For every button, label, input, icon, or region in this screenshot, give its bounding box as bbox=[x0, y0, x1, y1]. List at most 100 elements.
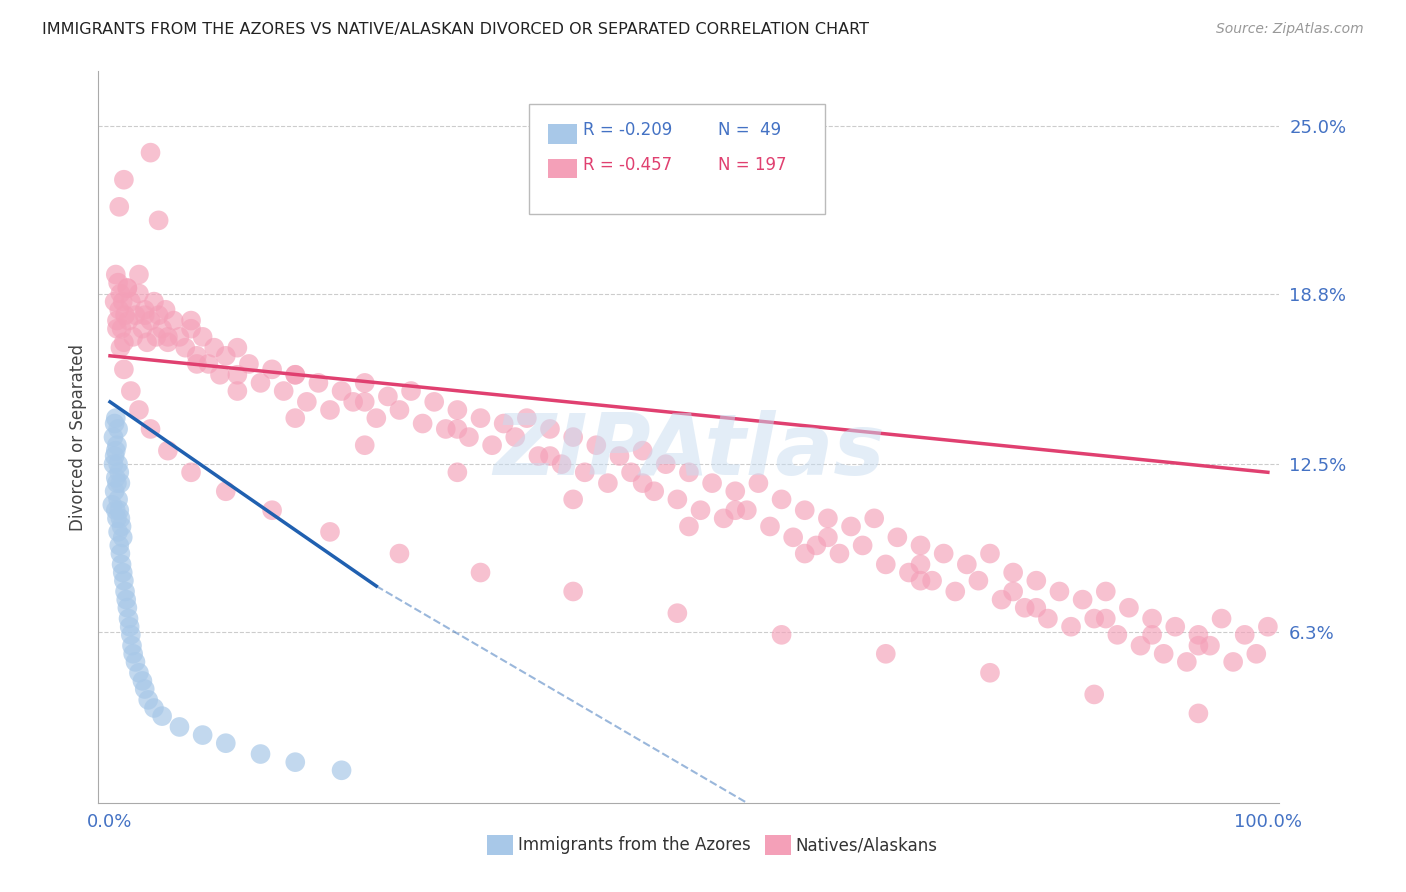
Point bbox=[191, 728, 214, 742]
Point bbox=[1246, 647, 1268, 661]
Point bbox=[156, 335, 179, 350]
Point bbox=[1094, 584, 1116, 599]
Point bbox=[262, 362, 284, 376]
Point bbox=[828, 547, 851, 561]
Point bbox=[875, 647, 897, 661]
Point bbox=[128, 403, 150, 417]
Point bbox=[1049, 584, 1071, 599]
Point bbox=[689, 503, 711, 517]
Point bbox=[105, 322, 128, 336]
Point bbox=[131, 322, 153, 336]
Point bbox=[110, 341, 132, 355]
Point bbox=[1083, 611, 1105, 625]
Point bbox=[148, 308, 170, 322]
Point bbox=[121, 639, 143, 653]
Point bbox=[105, 438, 128, 452]
Point bbox=[128, 286, 150, 301]
Point bbox=[108, 200, 131, 214]
Point bbox=[114, 308, 136, 322]
Text: Source: ZipAtlas.com: Source: ZipAtlas.com bbox=[1216, 22, 1364, 37]
Point bbox=[186, 349, 208, 363]
Point bbox=[120, 628, 142, 642]
Point bbox=[1071, 592, 1094, 607]
Point bbox=[110, 519, 132, 533]
Point bbox=[1187, 706, 1209, 721]
Point bbox=[155, 302, 177, 317]
Point bbox=[103, 430, 125, 444]
Point bbox=[295, 395, 318, 409]
Point bbox=[284, 368, 307, 382]
Point bbox=[666, 606, 689, 620]
Point bbox=[655, 457, 678, 471]
FancyBboxPatch shape bbox=[548, 159, 576, 178]
Point bbox=[148, 213, 170, 227]
Point bbox=[136, 335, 159, 350]
Point bbox=[793, 547, 815, 561]
Point bbox=[110, 476, 132, 491]
Point bbox=[226, 341, 249, 355]
Point bbox=[852, 538, 875, 552]
Point bbox=[330, 384, 353, 398]
Point bbox=[1025, 574, 1047, 588]
Point bbox=[1164, 620, 1187, 634]
Point bbox=[180, 313, 202, 327]
Point bbox=[678, 465, 700, 479]
Point bbox=[128, 268, 150, 282]
Point bbox=[124, 308, 146, 322]
Point bbox=[678, 519, 700, 533]
Point bbox=[105, 476, 128, 491]
Point bbox=[104, 449, 127, 463]
Point bbox=[492, 417, 515, 431]
Text: Natives/Alaskans: Natives/Alaskans bbox=[796, 836, 938, 855]
Point bbox=[163, 313, 186, 327]
Point bbox=[979, 665, 1001, 680]
FancyBboxPatch shape bbox=[548, 124, 576, 144]
Point bbox=[817, 530, 839, 544]
Point bbox=[107, 457, 129, 471]
Point bbox=[186, 357, 208, 371]
Point bbox=[458, 430, 481, 444]
Point bbox=[643, 484, 665, 499]
Point bbox=[150, 322, 173, 336]
Point bbox=[446, 465, 468, 479]
Point bbox=[273, 384, 295, 398]
Point bbox=[112, 362, 135, 376]
Point bbox=[131, 673, 153, 688]
Point bbox=[516, 411, 538, 425]
Point bbox=[1199, 639, 1222, 653]
Point bbox=[782, 530, 804, 544]
Point bbox=[1002, 566, 1025, 580]
Point bbox=[330, 764, 353, 778]
Point bbox=[1002, 584, 1025, 599]
Point bbox=[609, 449, 631, 463]
Point bbox=[631, 443, 654, 458]
Point bbox=[1153, 647, 1175, 661]
Point bbox=[120, 384, 142, 398]
Point bbox=[967, 574, 990, 588]
Point bbox=[107, 276, 129, 290]
Point bbox=[284, 368, 307, 382]
Point bbox=[631, 476, 654, 491]
Point bbox=[111, 566, 134, 580]
Point bbox=[215, 349, 238, 363]
Point bbox=[208, 368, 231, 382]
Point bbox=[139, 422, 162, 436]
Point bbox=[101, 498, 124, 512]
Point bbox=[562, 492, 585, 507]
Point bbox=[319, 524, 342, 539]
Text: R = -0.457: R = -0.457 bbox=[582, 156, 672, 174]
Point bbox=[353, 376, 375, 390]
Point bbox=[307, 376, 329, 390]
Point bbox=[104, 503, 127, 517]
Point bbox=[122, 330, 145, 344]
Point bbox=[104, 411, 127, 425]
Point bbox=[319, 403, 342, 417]
Point bbox=[1211, 611, 1233, 625]
Point bbox=[990, 592, 1012, 607]
Point bbox=[1014, 600, 1036, 615]
Point bbox=[1140, 611, 1163, 625]
Point bbox=[700, 476, 723, 491]
Point bbox=[226, 368, 249, 382]
Point bbox=[1233, 628, 1256, 642]
Point bbox=[169, 720, 191, 734]
